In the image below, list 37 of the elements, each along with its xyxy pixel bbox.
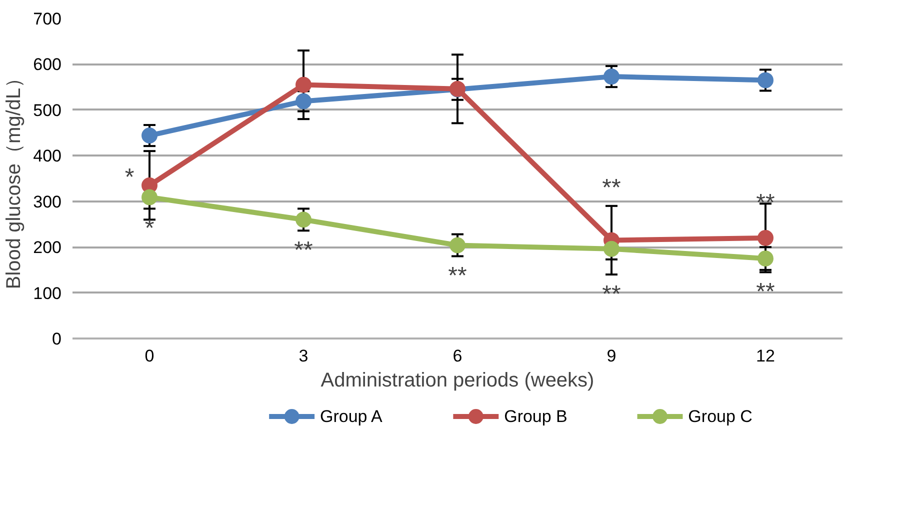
y-tick-label: 300 bbox=[33, 192, 62, 212]
point bbox=[296, 93, 312, 110]
annotation: ** bbox=[448, 262, 467, 290]
annotation: * bbox=[124, 164, 134, 191]
annotation: ** bbox=[602, 281, 621, 308]
y-axis-title: Blood glucose（mg/dL） bbox=[3, 68, 26, 290]
annotation: * bbox=[144, 215, 154, 242]
point bbox=[604, 68, 620, 85]
x-tick-label: 0 bbox=[144, 346, 154, 366]
y-tick-label: 400 bbox=[33, 146, 62, 166]
point bbox=[758, 250, 774, 266]
y-tick-label: 700 bbox=[33, 10, 62, 28]
point bbox=[296, 212, 312, 228]
legend-label: Group A bbox=[320, 407, 384, 426]
y-tick-label: 600 bbox=[33, 55, 62, 74]
y-tick-label: 500 bbox=[33, 100, 62, 120]
x-tick-label: 9 bbox=[606, 346, 616, 366]
annotation: ** bbox=[294, 237, 313, 264]
point bbox=[142, 128, 158, 144]
point bbox=[142, 189, 158, 206]
point bbox=[450, 237, 466, 254]
x-tick-label: 6 bbox=[452, 346, 462, 366]
point bbox=[758, 72, 774, 88]
x-tick-label: 3 bbox=[298, 346, 308, 366]
point bbox=[296, 76, 312, 93]
point bbox=[604, 240, 620, 257]
annotation: ** bbox=[756, 190, 775, 217]
y-tick-label: 200 bbox=[33, 238, 62, 258]
y-tick-label: 0 bbox=[52, 330, 62, 348]
legend-label: Group B bbox=[504, 407, 568, 426]
y-tick-label: 100 bbox=[33, 284, 62, 303]
annotation: ** bbox=[602, 174, 621, 202]
x-tick-label: 12 bbox=[756, 346, 775, 366]
x-axis-title: Administration periods (weeks) bbox=[320, 370, 594, 392]
legend-label: Group C bbox=[688, 407, 752, 426]
annotation: ** bbox=[756, 278, 775, 306]
point bbox=[758, 230, 774, 246]
